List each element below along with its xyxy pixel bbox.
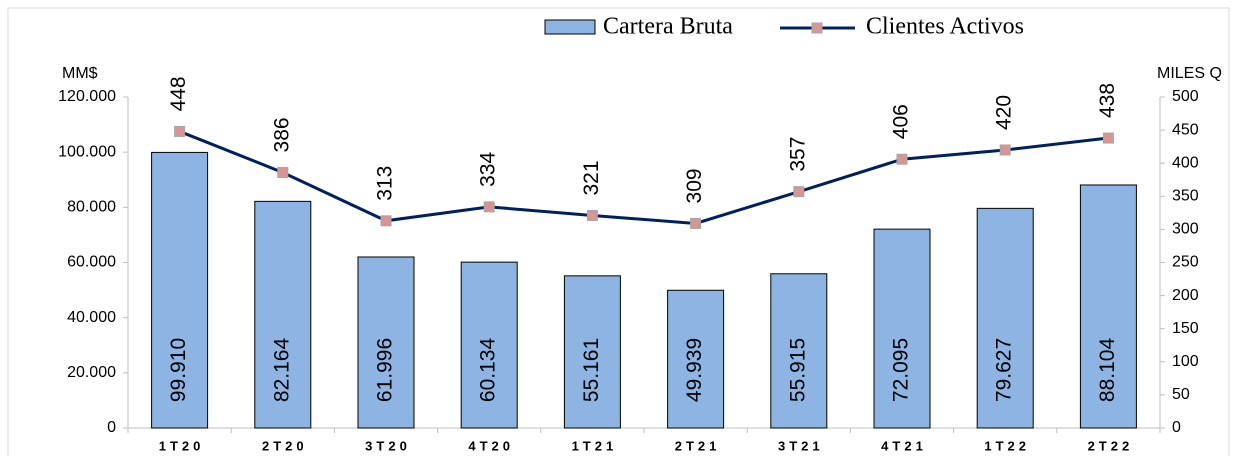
- y-tick-label: 100.000: [58, 143, 116, 160]
- y-tick-label: 40.000: [67, 309, 116, 326]
- y-tick-label: 60.000: [67, 254, 116, 271]
- y2-tick-label: 50: [1172, 386, 1190, 403]
- y-tick-label: 0: [107, 419, 116, 436]
- bar-value-label: 55.161: [580, 338, 603, 402]
- bar: [357, 256, 415, 429]
- line-marker: [690, 217, 702, 229]
- line: [179, 130, 1109, 225]
- x-tick-label: 1T20: [159, 438, 205, 453]
- y-axis-label: MM$: [62, 65, 98, 82]
- bar-value-label: 79.627: [993, 338, 1016, 402]
- x-tick-label: 4T20: [468, 438, 514, 453]
- line-value-label: 448: [167, 76, 190, 111]
- x-tick-label: 2T21: [675, 438, 721, 453]
- y2-tick-label: 200: [1172, 287, 1199, 304]
- y2-tick-label: 150: [1172, 320, 1199, 337]
- line-value-label: 313: [374, 166, 397, 201]
- bar-value-label: 55.915: [786, 338, 809, 402]
- line-marker: [586, 209, 598, 221]
- y2-tick-label: 250: [1172, 254, 1199, 271]
- y2-tick-label: 400: [1172, 154, 1199, 171]
- bar-value-label: 72.095: [890, 338, 913, 402]
- legend-label: Cartera Bruta: [603, 14, 733, 40]
- line-value-label: 420: [993, 95, 1016, 130]
- line-value-label: 321: [580, 160, 603, 195]
- x-tick-label: 3T21: [778, 438, 824, 453]
- line-marker: [896, 153, 908, 165]
- bar: [151, 151, 209, 429]
- bar-value-label: 82.164: [270, 338, 293, 403]
- bar: [667, 289, 725, 429]
- legend-swatch: [544, 19, 596, 35]
- y-tick-label: 20.000: [67, 364, 116, 381]
- y-tick-label: 80.000: [67, 199, 116, 216]
- line-value-label: 334: [477, 152, 500, 187]
- line-value-label: 357: [786, 137, 809, 172]
- bar: [460, 261, 518, 429]
- line-marker: [793, 186, 805, 198]
- x-tick-label: 2T20: [262, 438, 308, 453]
- y-tick-label: 120.000: [58, 88, 116, 105]
- bar-value-label: 49.939: [683, 338, 706, 402]
- y2-tick-label: 350: [1172, 188, 1199, 205]
- bar-value-label: 99.910: [167, 338, 190, 402]
- line-marker: [277, 166, 289, 178]
- y2-tick-label: 450: [1172, 121, 1199, 138]
- bar: [563, 275, 621, 429]
- x-tick-label: 1T22: [984, 438, 1030, 453]
- bar-value-label: 60.134: [477, 338, 500, 403]
- line-value-label: 406: [890, 104, 913, 139]
- y2-tick-label: 0: [1172, 419, 1181, 436]
- legend-label: Clientes Activos: [866, 14, 1024, 40]
- y2-tick-label: 500: [1172, 88, 1199, 105]
- x-tick-label: 1T21: [572, 438, 618, 453]
- bar-value-label: 61.996: [374, 338, 397, 402]
- line-marker: [483, 201, 495, 213]
- line-value-label: 309: [683, 168, 706, 203]
- bar-value-label: 88.104: [1096, 338, 1119, 403]
- legend-marker: [811, 22, 823, 34]
- x-tick-label: 3T20: [365, 438, 411, 453]
- bar: [254, 200, 312, 429]
- line-marker: [380, 215, 392, 227]
- line-value-label: 386: [270, 117, 293, 152]
- line-marker: [1102, 132, 1114, 144]
- line-value-label: 438: [1096, 83, 1119, 118]
- bar: [873, 228, 931, 429]
- bar: [1079, 184, 1137, 429]
- x-tick-label: 2T22: [1088, 438, 1134, 453]
- chart-border: [7, 7, 1230, 456]
- y2-tick-label: 300: [1172, 221, 1199, 238]
- y2-tick-label: 100: [1172, 353, 1199, 370]
- bar: [976, 207, 1034, 429]
- line-marker: [174, 125, 186, 137]
- y2-axis-label: MILES Q: [1157, 65, 1222, 82]
- line-marker: [999, 144, 1011, 156]
- x-tick-label: 4T21: [881, 438, 927, 453]
- bar: [770, 273, 828, 429]
